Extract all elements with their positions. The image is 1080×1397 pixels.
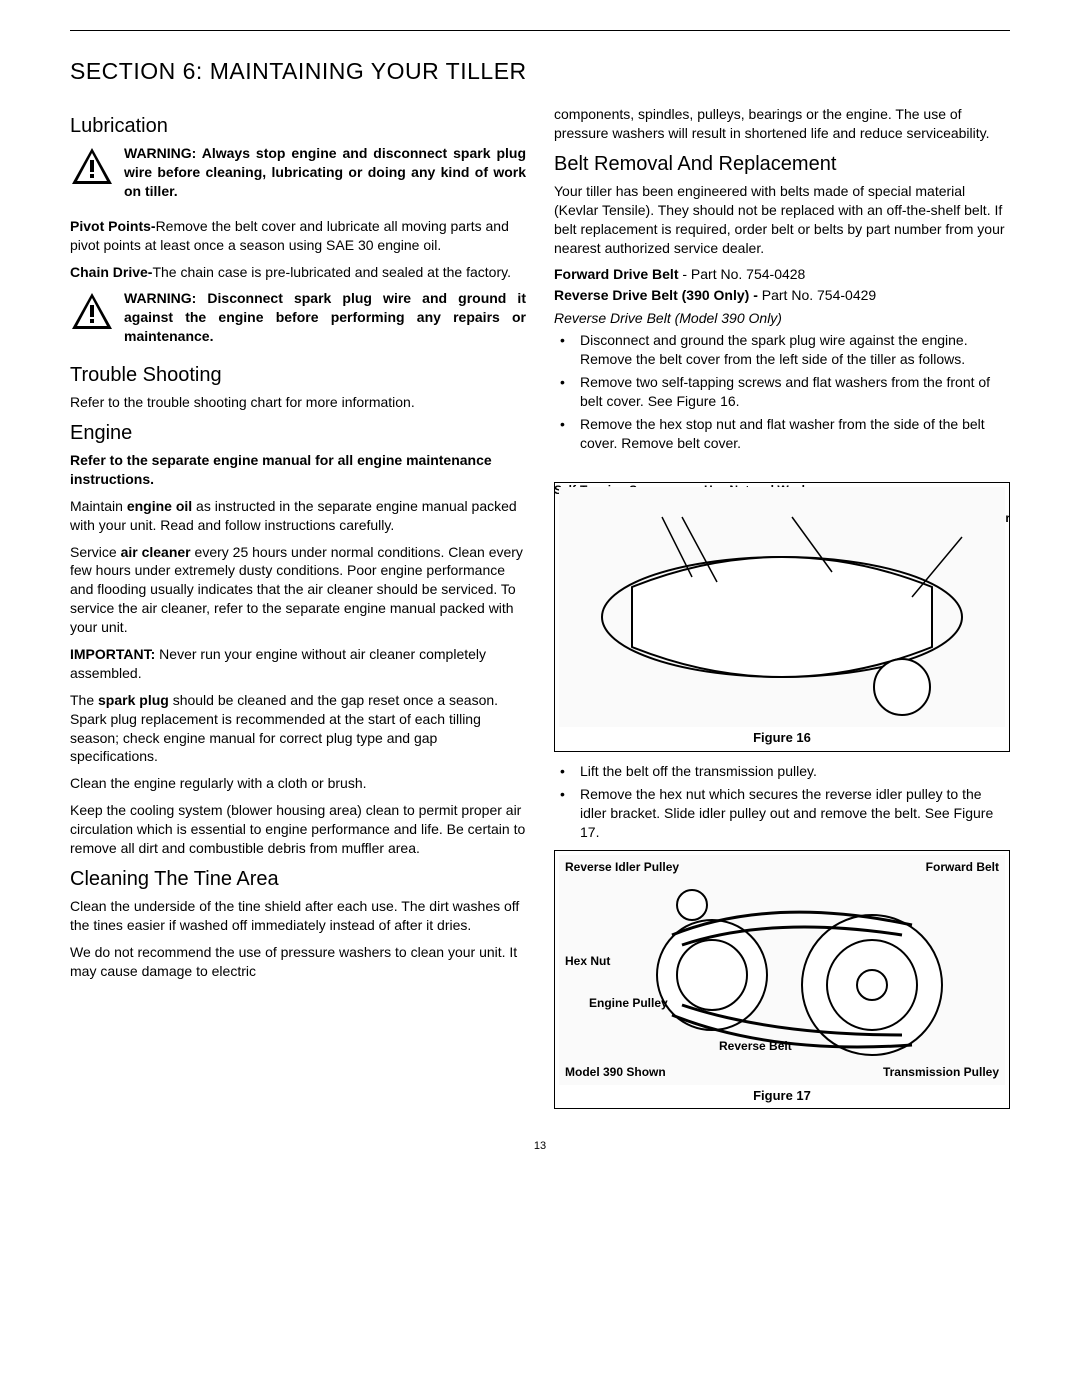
fig17-label-rev-belt: Reverse Belt — [719, 1038, 792, 1054]
list-item: Disconnect and ground the spark plug wir… — [554, 331, 1010, 369]
warning-block-2: WARNING: Disconnect spark plug wire and … — [70, 289, 526, 354]
fig17-illustration: Reverse Idler Pulley Forward Belt Hex Nu… — [559, 855, 1005, 1085]
air-cleaner-para: Service air cleaner every 25 hours under… — [70, 543, 526, 637]
reverse-belt-subhead: Reverse Drive Belt (Model 390 Only) — [554, 309, 1010, 328]
list-item: Remove the hex stop nut and flat washer … — [554, 415, 1010, 453]
warning-2-text: WARNING: Disconnect spark plug wire and … — [124, 289, 526, 346]
reverse-belt-part: Reverse Drive Belt (390 Only) - Part No.… — [554, 286, 1010, 305]
important-para: IMPORTANT: Never run your engine without… — [70, 645, 526, 683]
belt-intro: Your tiller has been engineered with bel… — [554, 182, 1010, 258]
trouble-heading: Trouble Shooting — [70, 362, 526, 389]
spark-plug-para: The spark plug should be cleaned and the… — [70, 691, 526, 767]
section-title: SECTION 6: MAINTAINING YOUR TILLER — [70, 56, 1010, 87]
warning-icon — [70, 146, 114, 186]
belt-steps-1: Disconnect and ground the spark plug wir… — [554, 331, 1010, 452]
fwd-text: - Part No. 754-0428 — [678, 266, 805, 282]
fig16-caption: Figure 16 — [559, 729, 1005, 747]
pivot-bold: Pivot Points- — [70, 218, 156, 234]
warning-block-1: WARNING: Always stop engine and disconne… — [70, 144, 526, 209]
fig17-label-hex-nut: Hex Nut — [565, 953, 610, 969]
fwd-bold: Forward Drive Belt — [554, 266, 678, 282]
rev-text: Part No. 754-0429 — [762, 287, 876, 303]
right-column: components, spindles, pulleys, bearings … — [554, 105, 1010, 1119]
air-bold: air cleaner — [121, 544, 191, 560]
rev-bold: Reverse Drive Belt (390 Only) - — [554, 287, 762, 303]
belt-heading: Belt Removal And Replacement — [554, 151, 1010, 178]
fig16-illustration — [559, 487, 1005, 727]
spark-bold: spark plug — [98, 692, 169, 708]
fig17-label-model: Model 390 Shown — [565, 1064, 666, 1080]
list-item: Remove two self-tapping screws and flat … — [554, 373, 1010, 411]
clean-engine-para: Clean the engine regularly with a cloth … — [70, 774, 526, 793]
engine-heading: Engine — [70, 420, 526, 447]
cooling-para: Keep the cooling system (blower housing … — [70, 801, 526, 858]
belt-steps-2: Lift the belt off the transmission pulle… — [554, 762, 1010, 842]
engine-oil-para: Maintain engine oil as instructed in the… — [70, 497, 526, 535]
chain-bold: Chain Drive- — [70, 264, 152, 280]
pivot-points-para: Pivot Points-Remove the belt cover and l… — [70, 217, 526, 255]
lubrication-heading: Lubrication — [70, 113, 526, 140]
fig17-label-fwd-belt: Forward Belt — [926, 859, 999, 875]
cleaning-heading: Cleaning The Tine Area — [70, 866, 526, 893]
fig17-label-trans-pulley: Transmission Pulley — [883, 1064, 999, 1080]
list-item: Remove the hex nut which secures the rev… — [554, 785, 1010, 842]
warning-1-text: WARNING: Always stop engine and disconne… — [124, 144, 526, 201]
figure-17: Reverse Idler Pulley Forward Belt Hex Nu… — [554, 850, 1010, 1110]
cleaning-p2: We do not recommend the use of pressure … — [70, 943, 526, 981]
important-bold: IMPORTANT: — [70, 646, 155, 662]
oil-bold: engine oil — [127, 498, 192, 514]
spark-pre: The — [70, 692, 98, 708]
left-column: Lubrication WARNING: Always stop engine … — [70, 105, 526, 1119]
chain-text: The chain case is pre-lubricated and sea… — [152, 264, 511, 280]
top-rule — [70, 30, 1010, 31]
chain-drive-para: Chain Drive-The chain case is pre-lubric… — [70, 263, 526, 282]
oil-pre: Maintain — [70, 498, 127, 514]
cleaning-p1: Clean the underside of the tine shield a… — [70, 897, 526, 935]
engine-refer: Refer to the separate engine manual for … — [70, 451, 526, 489]
fig17-label-rev-idler: Reverse Idler Pulley — [565, 859, 679, 875]
two-column-layout: Lubrication WARNING: Always stop engine … — [70, 105, 1010, 1119]
trouble-text: Refer to the trouble shooting chart for … — [70, 393, 526, 412]
fig17-caption: Figure 17 — [559, 1087, 1005, 1105]
air-pre: Service — [70, 544, 121, 560]
warning-icon — [70, 291, 114, 331]
forward-belt-part: Forward Drive Belt - Part No. 754-0428 — [554, 265, 1010, 284]
page-number: 13 — [70, 1139, 1010, 1154]
continued-para: components, spindles, pulleys, bearings … — [554, 105, 1010, 143]
figure-16: Self-Tapping Screws Hex Nut and Washer B… — [554, 482, 1010, 752]
list-item: Lift the belt off the transmission pulle… — [554, 762, 1010, 781]
fig17-label-engine-pulley: Engine Pulley — [589, 995, 668, 1011]
